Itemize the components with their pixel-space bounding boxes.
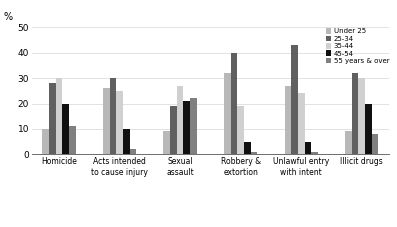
Bar xyxy=(49,83,56,154)
Bar xyxy=(298,93,304,154)
Bar xyxy=(190,99,197,154)
Bar xyxy=(251,152,257,154)
Bar xyxy=(285,86,291,154)
Bar xyxy=(365,104,372,154)
Bar xyxy=(42,129,49,154)
Bar xyxy=(183,101,190,154)
Bar xyxy=(291,45,298,154)
Bar xyxy=(103,88,110,154)
Bar xyxy=(304,142,311,154)
Bar xyxy=(170,106,177,154)
Bar xyxy=(244,142,251,154)
Bar xyxy=(177,86,183,154)
Bar xyxy=(311,152,318,154)
Bar xyxy=(116,91,123,154)
Bar xyxy=(352,73,358,154)
Bar xyxy=(345,131,352,154)
Legend: Under 25, 25-34, 35-44, 45-54, 55 years & over: Under 25, 25-34, 35-44, 45-54, 55 years … xyxy=(326,28,389,64)
Bar xyxy=(129,149,136,154)
Bar xyxy=(69,126,76,154)
Bar xyxy=(358,78,365,154)
Bar xyxy=(164,131,170,154)
Bar xyxy=(123,129,129,154)
Bar xyxy=(231,53,237,154)
Bar xyxy=(237,106,244,154)
Bar xyxy=(224,73,231,154)
Bar xyxy=(372,134,378,154)
Bar xyxy=(56,78,62,154)
Bar xyxy=(110,78,116,154)
Bar xyxy=(62,104,69,154)
Text: %: % xyxy=(3,12,12,22)
